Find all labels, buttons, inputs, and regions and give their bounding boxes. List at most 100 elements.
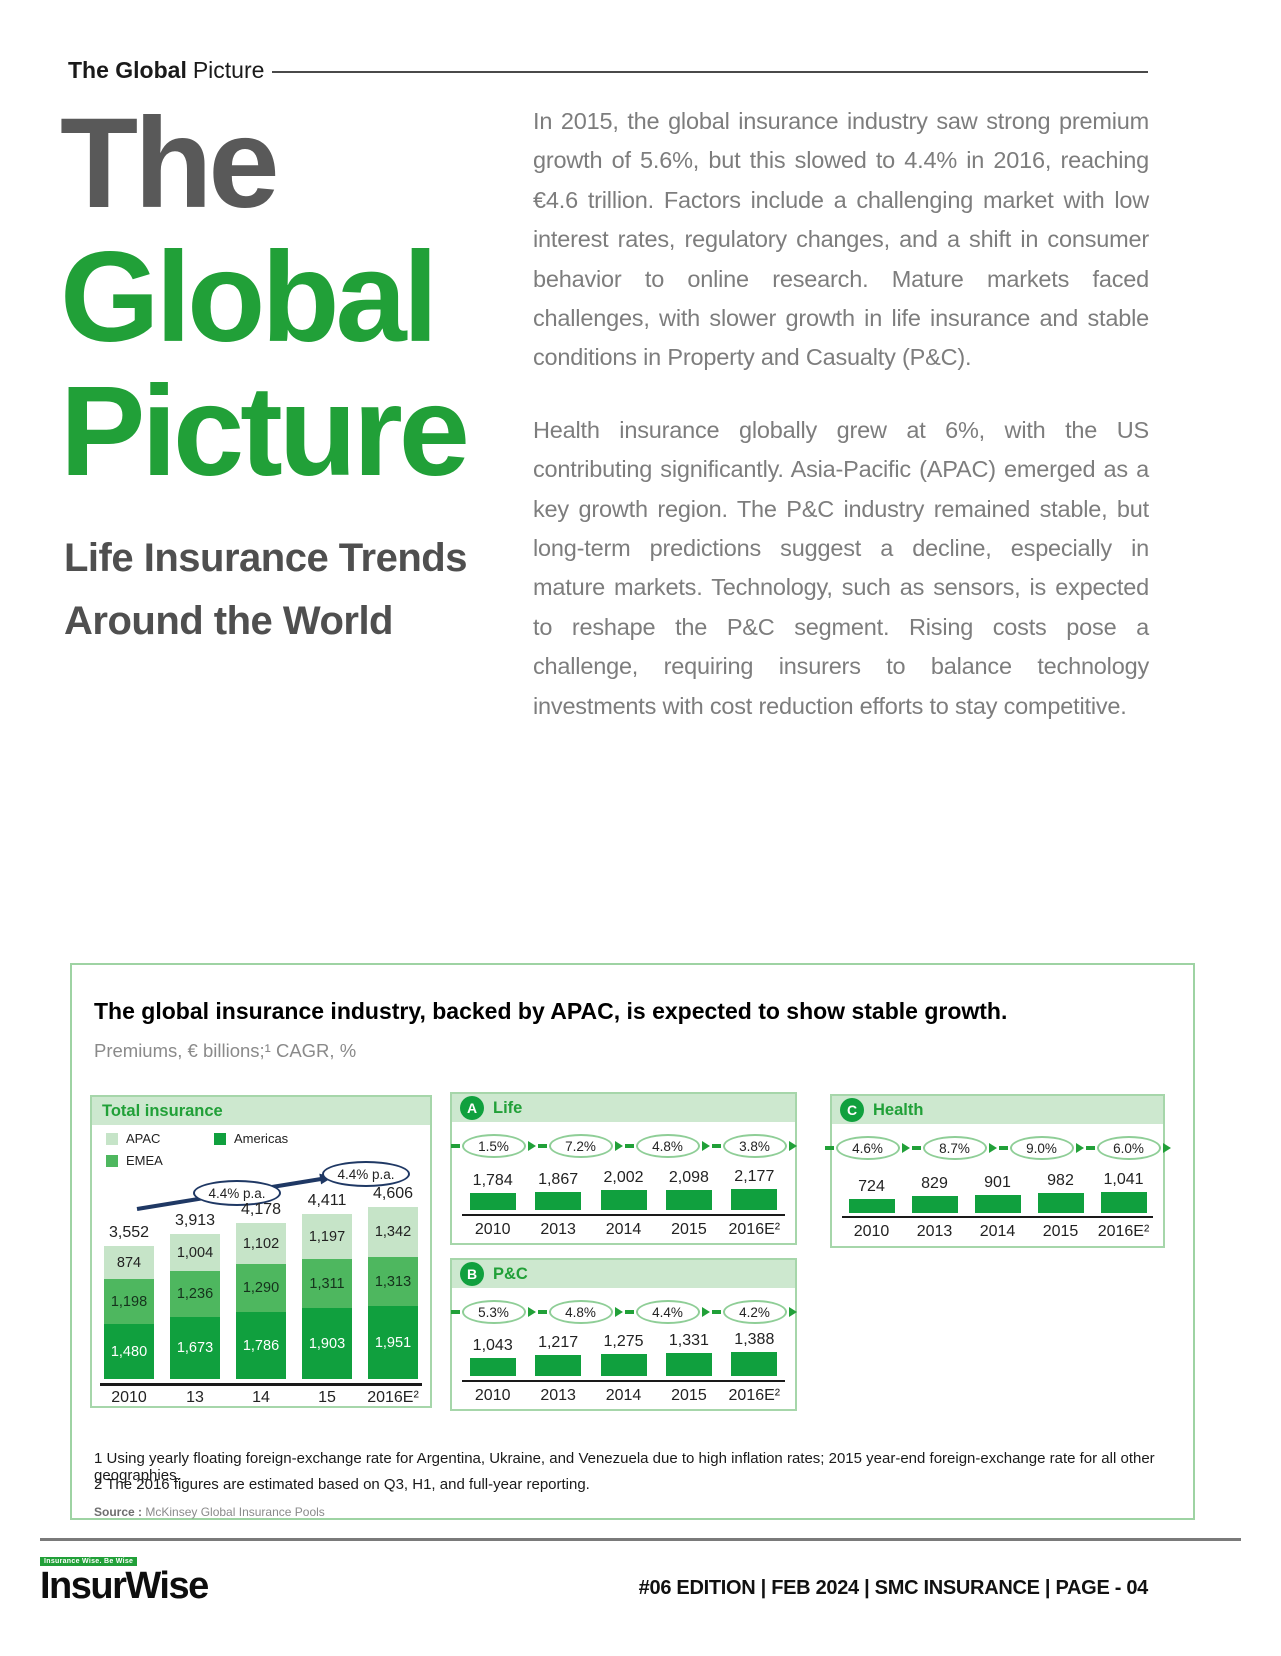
year-label: 2014 [979,1223,1016,1240]
value-label: 2,002 [603,1169,644,1186]
cagr-arrowhead-icon [901,1143,910,1153]
pnc-panel-title: P&C [493,1264,528,1283]
bar-segment-emea: 1,311 [302,1259,352,1308]
bar-segment-americas: 1,903 [302,1308,352,1379]
bar [1037,1193,1084,1213]
legend-item-apac: APAC [106,1131,214,1146]
cagr-connector-dash [624,1310,634,1314]
year-label: 2013 [916,1223,953,1240]
year-label: 2010 [853,1223,890,1240]
cagr-arrowhead-icon [701,1307,710,1317]
logo-tagline: Insurance Wise. Be Wise [40,1557,138,1566]
cagr-oval: 5.3% [461,1300,526,1324]
cagr-oval: 4.6% [835,1136,900,1160]
intro-paragraph-2: Health insurance globally grew at 6%, wi… [533,416,1149,719]
cagr-arrowhead-icon [788,1307,797,1317]
bar-segment-apac: 1,197 [302,1214,352,1259]
pnc-panel-badge: B [460,1262,484,1286]
bar [665,1190,712,1210]
year-label: 2013 [540,1221,576,1238]
bar-segment-apac: 1,102 [236,1223,286,1264]
bar-column: 1,043 [460,1337,525,1376]
bar [731,1189,778,1210]
bar-segment-americas: 1,480 [104,1324,154,1379]
cagr-oval: 3.8% [722,1134,787,1158]
cagr-arrowhead-icon [527,1141,536,1151]
value-label: 1,867 [538,1171,579,1188]
bar-segment-americas: 1,951 [368,1306,418,1379]
bar-column: 1,275 [591,1333,656,1376]
value-label: 1,388 [734,1331,775,1348]
bar [731,1352,778,1376]
health-panel-badge: C [840,1098,864,1122]
pnc-panel: B P&C 5.3% 4.8% 4.4% 4.2% 1,043 1,217 1,275 1,… [450,1258,797,1411]
pnc-panel-header: B P&C [452,1260,795,1288]
cagr-annotation-2: 4.4% p.a. [322,1161,410,1187]
year-label: 2016E² [367,1389,419,1406]
health-panel-title: Health [873,1100,924,1119]
cagr-arrowhead-icon [614,1141,623,1151]
total-insurance-panel-title: Total insurance [102,1101,223,1120]
cagr-connector-dash [537,1310,547,1314]
health-cagr-row: 4.6% 8.7% 9.0% 6.0% [824,1136,1171,1160]
bar-column: 1,784 [460,1172,525,1210]
legend-label: EMEA [126,1153,163,1168]
value-label: 1,275 [603,1333,644,1350]
stacked-bar-chart: 3,552 874 1,198 1,480 3,913 1,004 1,236 1,673 4,… [96,1185,426,1379]
legend-label: Americas [234,1131,289,1146]
total-insurance-panel: Total insurance APAC Americas EMEA 4.4% p.… [90,1095,432,1408]
cagr-connector-dash [624,1144,634,1148]
x-axis-labels: 2010 2013 2014 2015 2016E² [460,1221,787,1239]
bar [665,1353,712,1376]
cagr-connector-dash [824,1146,834,1150]
footnote-2: 2 The 2016 figures are estimated based o… [94,1476,590,1493]
cagr-oval: 8.7% [922,1136,987,1160]
stacked-bar-column: 4,606 1,342 1,313 1,951 [360,1185,426,1379]
bar-column: 1,041 [1092,1171,1155,1213]
cagr-connector-dash [998,1146,1008,1150]
total-value-label: 3,913 [174,1212,216,1229]
source-line: Source : McKinsey Global Insurance Pools [94,1505,325,1519]
x-axis-line [462,1380,785,1382]
cagr-arrowhead-icon [1162,1143,1171,1153]
footnote-1: 1 Using yearly floating foreign-exchange… [94,1450,1155,1484]
cagr-connector-dash [711,1144,721,1148]
logo-wordmark: InsurWise [40,1565,209,1607]
life-panel-header: A Life [452,1094,795,1122]
total-value-label: 4,411 [307,1192,347,1209]
x-axis-line [100,1383,422,1386]
bar-segment-apac: 874 [104,1246,154,1279]
health-bar-chart: 724 829 901 982 1,041 [840,1171,1155,1213]
cagr-oval: 1.5% [461,1134,526,1158]
header-rule [272,71,1148,73]
page-header-title-light: Picture [192,57,265,83]
source-text: McKinsey Global Insurance Pools [145,1505,325,1519]
edition-page-info: #06 EDITION | FEB 2024 | SMC INSURANCE |… [638,1577,1149,1600]
value-label: 2,098 [668,1169,709,1186]
value-label: 1,217 [538,1334,579,1351]
bar [600,1354,647,1376]
bar-column: 901 [966,1174,1029,1213]
year-label: 13 [186,1389,204,1406]
page-subtitle-line-1: Life Insurance Trends [64,536,467,580]
bar-column: 1,867 [525,1171,590,1210]
page-subtitle-line-2: Around the World [64,599,393,643]
bar-segment-emea: 1,236 [170,1271,220,1317]
exhibit-units-label: Premiums, € billions;¹ CAGR, % [94,1040,357,1061]
bar [911,1196,958,1213]
cagr-connector-dash [537,1144,547,1148]
x-axis-labels: 2010 2013 2014 2015 2016E² [840,1223,1155,1241]
bar-column: 1,217 [525,1334,590,1376]
year-label: 15 [318,1389,336,1406]
cagr-annotation-1: 4.4% p.a. [193,1180,281,1206]
value-label: 2,177 [734,1168,775,1185]
life-panel: A Life 1.5% 7.2% 4.8% 3.8% 1,784 1,867 2,002 2… [450,1092,797,1245]
cagr-oval: 4.8% [635,1134,700,1158]
value-label: 901 [984,1174,1011,1191]
cagr-connector-dash [450,1310,460,1314]
year-label: 2016E² [1097,1223,1150,1240]
year-label: 2016E² [728,1387,781,1404]
page-title-word-1: The [60,92,280,235]
value-label: 724 [858,1178,885,1195]
bar-segment-emea: 1,198 [104,1279,154,1324]
